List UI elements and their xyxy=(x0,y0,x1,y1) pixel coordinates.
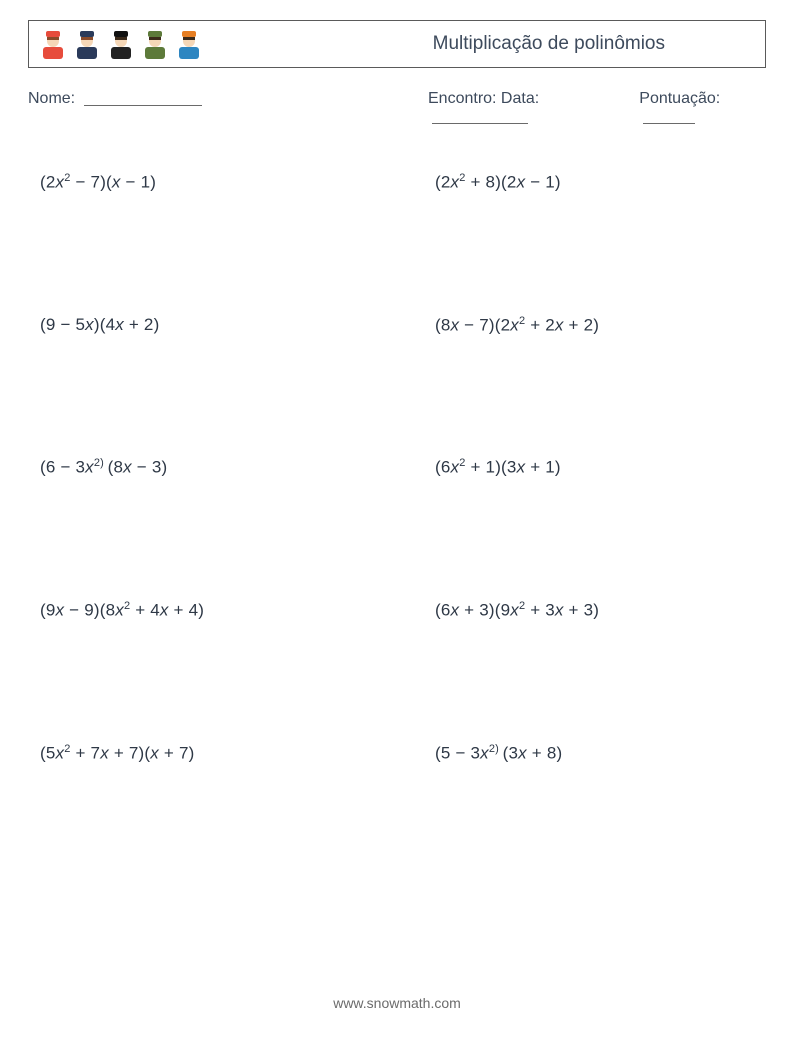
problem-right: (5 − 3x2) (3x + 8) xyxy=(435,743,794,764)
date-label: Encontro: Data: xyxy=(428,90,539,107)
person-icon xyxy=(177,29,201,59)
name-label: Nome: xyxy=(28,90,75,107)
problem-left: (5x2 + 7x + 7)(x + 7) xyxy=(40,743,435,764)
problem-right: (8x − 7)(2x2 + 2x + 2) xyxy=(435,315,794,336)
person-icon xyxy=(41,29,65,59)
header-icon-row xyxy=(29,29,201,59)
problem-left: (6 − 3x2) (8x − 3) xyxy=(40,457,435,478)
problem-right: (2x2 + 8)(2x − 1) xyxy=(435,172,794,193)
date-underline xyxy=(432,109,528,124)
problem-right: (6x + 3)(9x2 + 3x + 3) xyxy=(435,600,794,621)
problem-row: (9x − 9)(8x2 + 4x + 4)(6x + 3)(9x2 + 3x … xyxy=(40,600,766,621)
person-icon xyxy=(109,29,133,59)
problem-left: (2x2 − 7)(x − 1) xyxy=(40,172,435,193)
problem-row: (5x2 + 7x + 7)(x + 7)(5 − 3x2) (3x + 8) xyxy=(40,743,766,764)
score-underline xyxy=(643,109,695,124)
date-field: Encontro: Data: xyxy=(428,90,621,126)
person-icon xyxy=(143,29,167,59)
name-underline xyxy=(84,91,202,106)
name-field: Nome: xyxy=(28,90,428,126)
score-field: Pontuação: xyxy=(639,90,766,126)
problem-row: (9 − 5x)(4x + 2)(8x − 7)(2x2 + 2x + 2) xyxy=(40,315,766,336)
footer-url: www.snowmath.com xyxy=(0,995,794,1011)
problem-left: (9x − 9)(8x2 + 4x + 4) xyxy=(40,600,435,621)
problem-row: (6 − 3x2) (8x − 3)(6x2 + 1)(3x + 1) xyxy=(40,457,766,478)
problem-right: (6x2 + 1)(3x + 1) xyxy=(435,457,794,478)
problem-left: (9 − 5x)(4x + 2) xyxy=(40,315,435,336)
score-label: Pontuação: xyxy=(639,90,720,107)
person-icon xyxy=(75,29,99,59)
info-row: Nome: Encontro: Data: Pontuação: xyxy=(28,90,766,126)
problem-row: (2x2 − 7)(x − 1)(2x2 + 8)(2x − 1) xyxy=(40,172,766,193)
problems-grid: (2x2 − 7)(x − 1)(2x2 + 8)(2x − 1) (9 − 5x… xyxy=(28,172,766,763)
worksheet-title: Multiplicação de polinômios xyxy=(433,33,665,55)
worksheet-header: Multiplicação de polinômios xyxy=(28,20,766,68)
